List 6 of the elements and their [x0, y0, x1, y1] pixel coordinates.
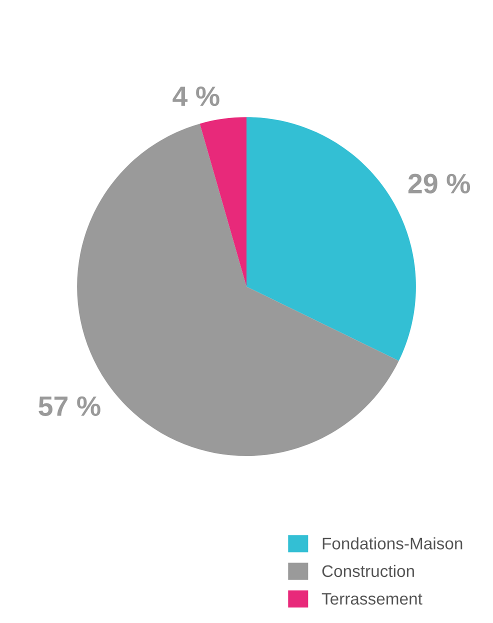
legend-label: Terrassement [322, 593, 422, 605]
data-label: 29 % [408, 174, 470, 194]
legend-label: Fondations-Maison [322, 537, 462, 550]
data-label: 57 % [38, 396, 100, 416]
data-label: 4 % [172, 86, 220, 106]
legend-label: Construction [322, 564, 414, 578]
